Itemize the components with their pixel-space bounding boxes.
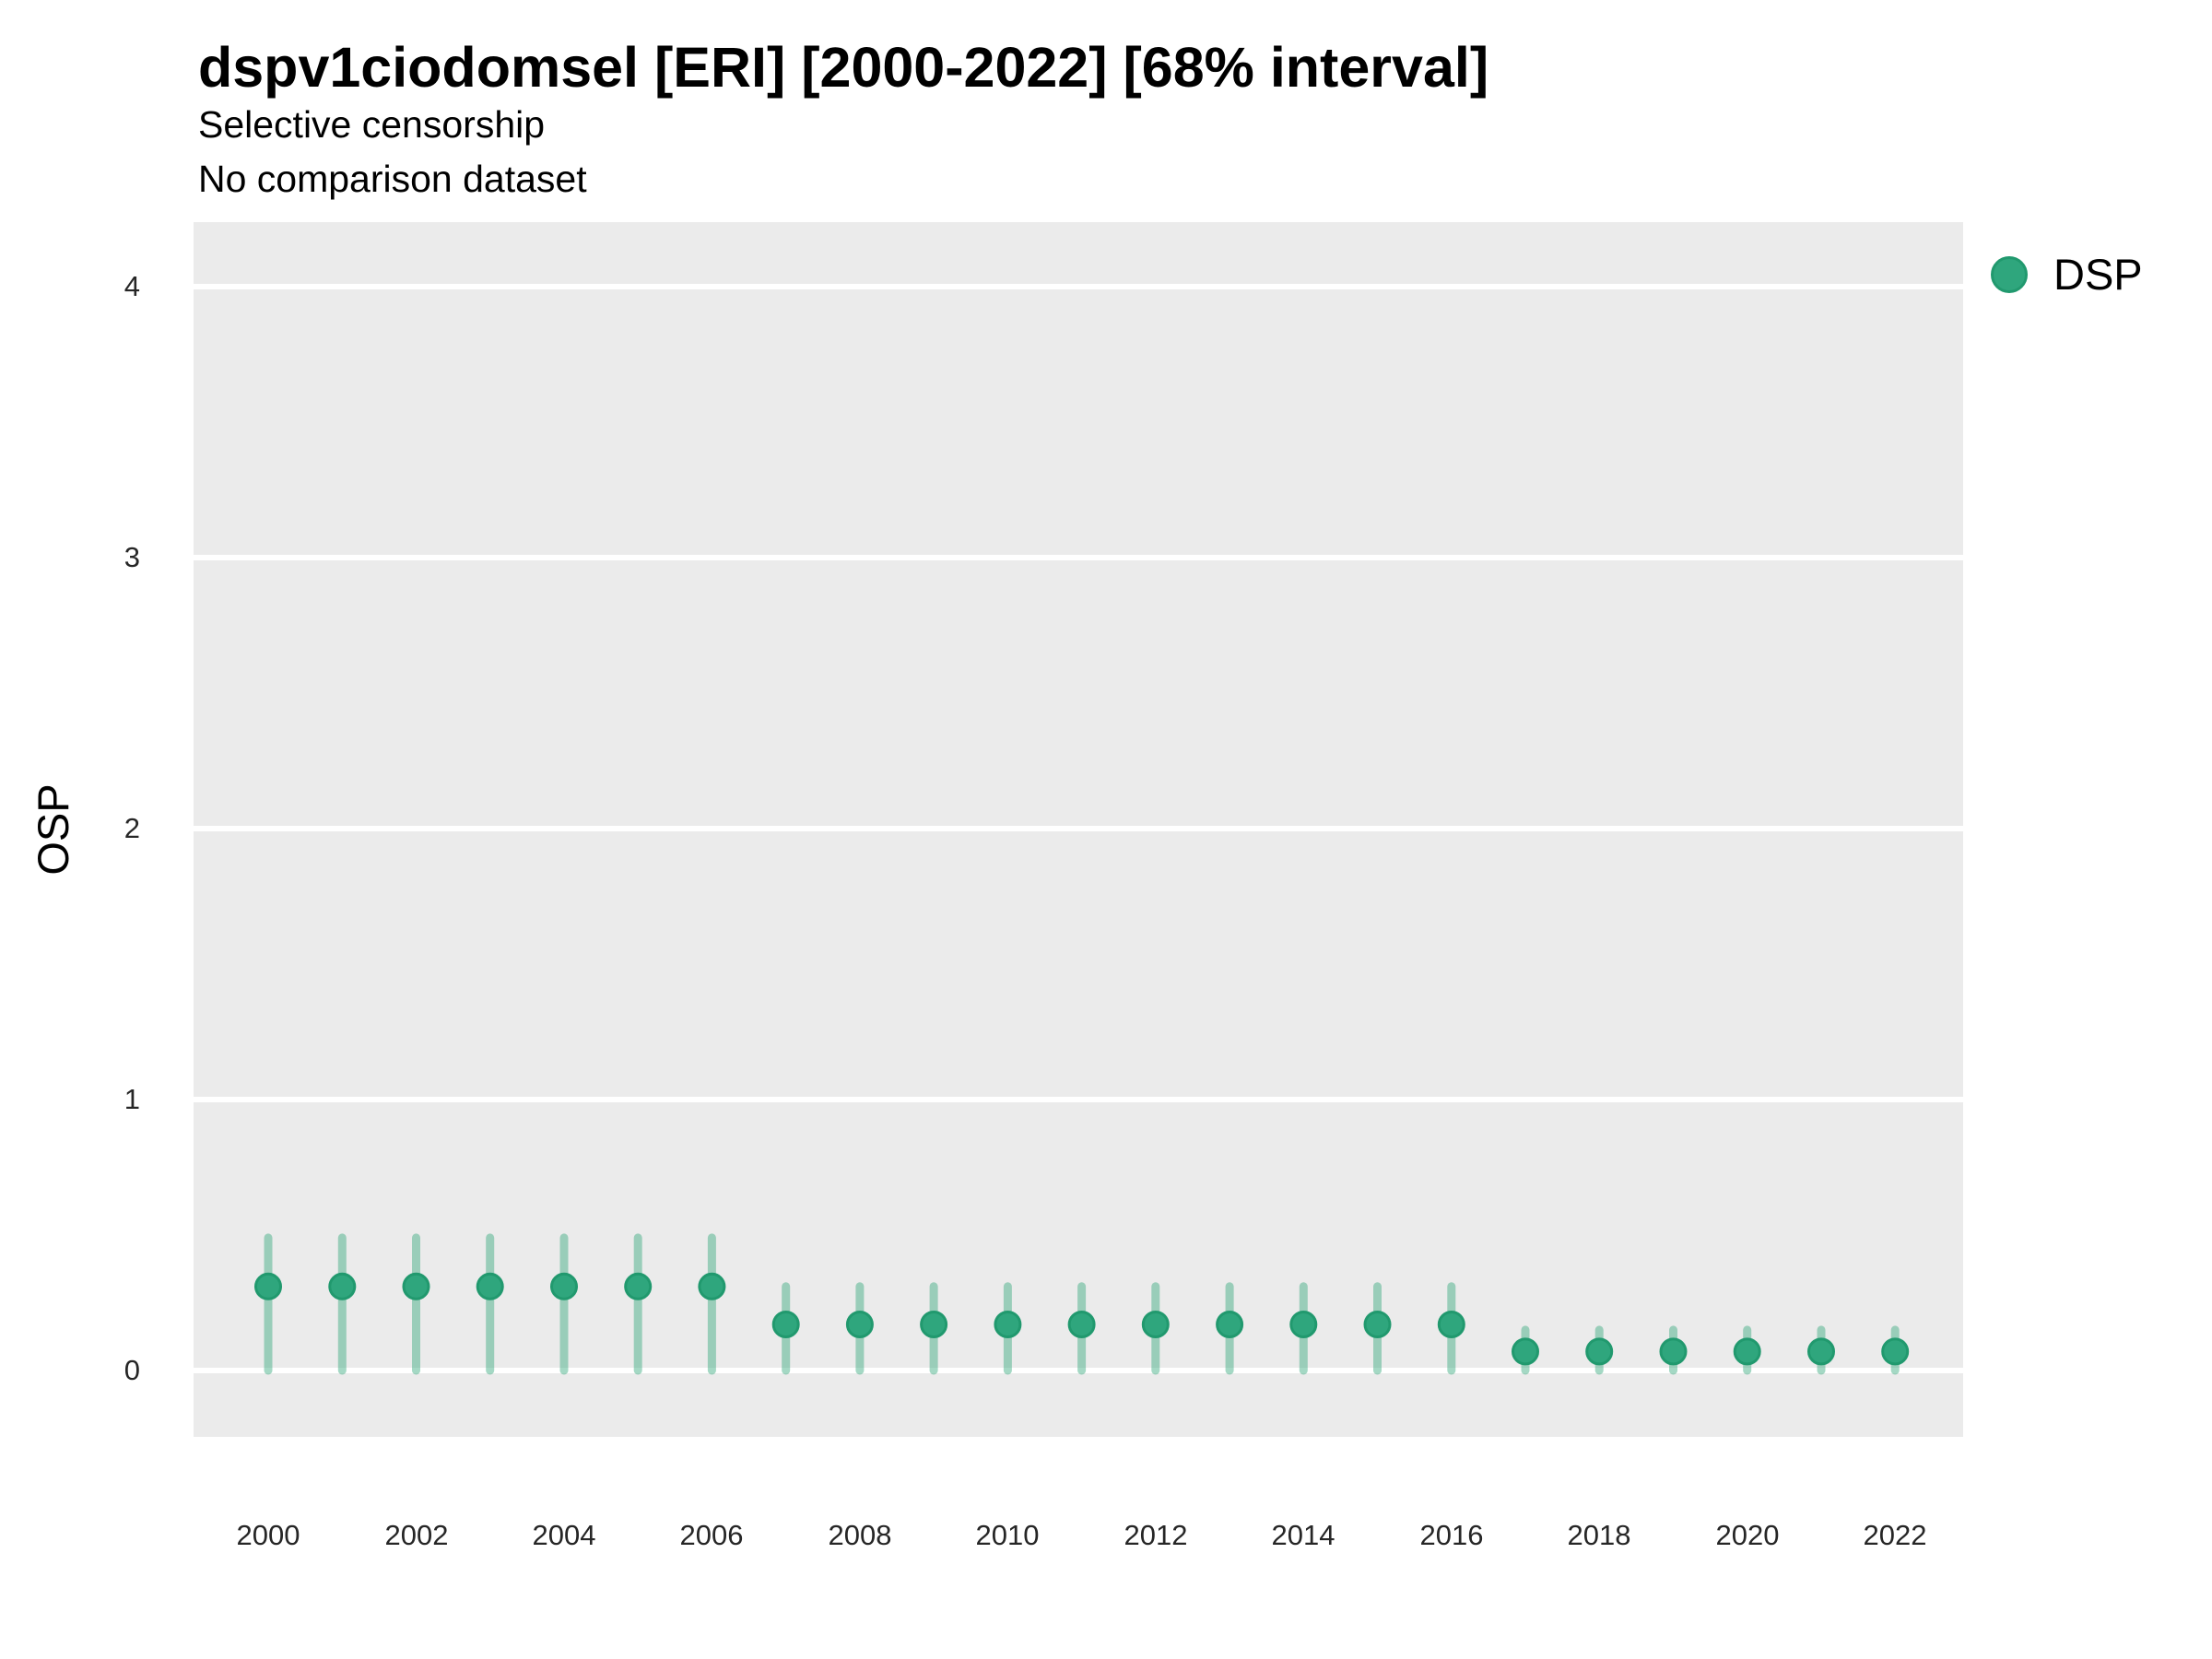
chart-subtitle: Selective censorship [198,103,546,146]
x-tick-label-2016: 2016 [1419,1519,1484,1551]
x-tick-label-2000: 2000 [236,1519,300,1551]
data-point-2007 [771,1311,800,1338]
legend-label: DSP [2053,250,2143,299]
data-point-2003 [476,1272,504,1300]
y-tick-label-0: 0 [124,1354,140,1386]
data-point-2018 [1585,1337,1614,1366]
x-tick-label-2018: 2018 [1567,1519,1631,1551]
x-tick-label-2014: 2014 [1271,1519,1335,1551]
data-point-2013 [1216,1311,1244,1338]
legend: DSP [1991,249,2143,300]
chart-note: No comparison dataset [198,158,587,200]
data-point-2015 [1363,1311,1392,1338]
data-point-2002 [402,1272,430,1300]
data-point-2011 [1067,1311,1096,1338]
plot-panel [194,222,1963,1437]
y-tick-label-3: 3 [124,541,140,573]
data-point-2022 [1881,1337,1910,1366]
x-tick-label-2006: 2006 [679,1519,744,1551]
x-tick-label-2008: 2008 [828,1519,892,1551]
x-tick-label-2010: 2010 [975,1519,1040,1551]
data-point-2017 [1512,1337,1539,1366]
data-point-2019 [1659,1337,1688,1366]
data-point-2008 [845,1311,874,1338]
data-point-2016 [1437,1311,1465,1338]
x-tick-label-2020: 2020 [1715,1519,1780,1551]
data-point-2021 [1807,1337,1835,1366]
x-tick-label-2022: 2022 [1863,1519,1927,1551]
data-point-2009 [920,1311,948,1338]
y-tick-label-1: 1 [124,1083,140,1115]
plot-area [194,284,1963,1375]
data-point-2005 [624,1272,653,1300]
data-point-2012 [1141,1311,1170,1338]
data-point-2001 [328,1272,357,1300]
x-tick-label-2004: 2004 [532,1519,596,1551]
data-point-2020 [1733,1337,1761,1366]
y-tick-label-4: 4 [124,270,140,302]
data-point-2004 [550,1272,578,1300]
legend-circle-icon [1991,255,2028,293]
data-point-2014 [1289,1311,1318,1338]
y-tick-label-2: 2 [124,812,140,844]
chart-title: dspv1ciodomsel [ERI] [2000-2022] [68% in… [198,36,1489,99]
data-point-2006 [698,1272,726,1300]
data-point-2010 [994,1311,1022,1338]
data-point-2000 [254,1272,282,1300]
x-tick-label-2002: 2002 [384,1519,449,1551]
x-tick-label-2012: 2012 [1124,1519,1188,1551]
